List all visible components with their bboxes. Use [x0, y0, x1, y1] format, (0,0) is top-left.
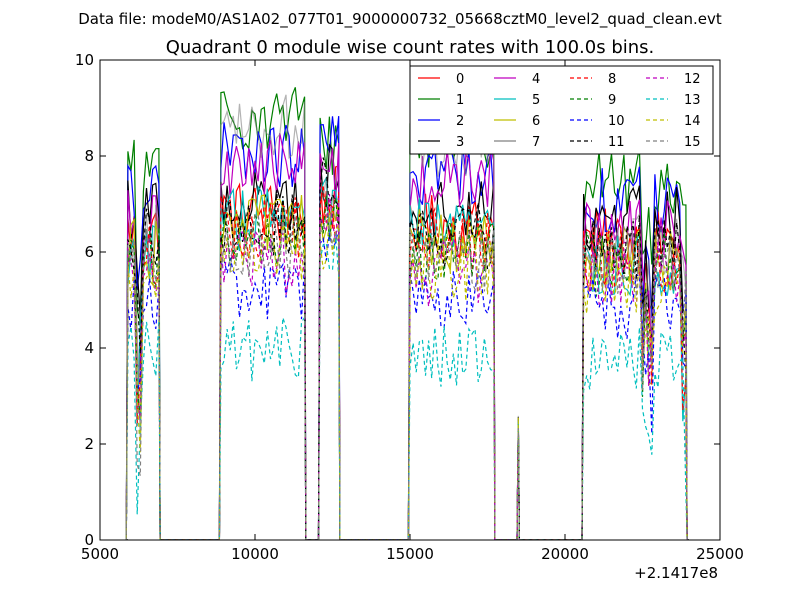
x-tick-label: 20000	[541, 545, 589, 563]
legend-box	[409, 65, 714, 155]
series-line-9	[125, 195, 689, 540]
legend-label-11: 11	[608, 135, 625, 150]
legend-label-13: 13	[684, 93, 701, 108]
x-tick-label: 15000	[386, 545, 434, 563]
x-tick-label: 10000	[231, 545, 279, 563]
y-tick-label: 6	[84, 243, 94, 261]
series-line-4	[125, 133, 689, 540]
legend-label-0: 0	[456, 72, 464, 87]
legend-label-2: 2	[456, 114, 464, 129]
legend-label-8: 8	[608, 72, 616, 87]
series-line-3	[125, 143, 689, 540]
legend-label-4: 4	[532, 72, 540, 87]
series-line-10	[125, 228, 689, 540]
series-line-5	[125, 175, 689, 540]
series-line-0	[125, 165, 689, 540]
legend-label-9: 9	[608, 93, 616, 108]
legend-label-12: 12	[684, 72, 701, 87]
legend-label-5: 5	[532, 93, 540, 108]
chart-suptitle: Data file: modeM0/AS1A02_077T01_90000007…	[78, 10, 722, 29]
legend-label-3: 3	[456, 135, 464, 150]
series-line-8	[125, 184, 689, 540]
legend-label-14: 14	[684, 114, 701, 129]
y-tick-label: 8	[84, 147, 94, 165]
series-line-12	[125, 194, 689, 540]
series-layer	[125, 87, 689, 540]
series-line-14	[125, 213, 689, 540]
y-tick-label: 10	[75, 51, 94, 69]
chart-title: Quadrant 0 module wise count rates with …	[166, 37, 655, 58]
y-tick-label: 2	[84, 435, 94, 453]
x-offset-label: +2.1417e8	[634, 564, 718, 582]
series-line-1	[125, 87, 689, 540]
legend-label-1: 1	[456, 93, 464, 108]
legend-label-15: 15	[684, 135, 701, 150]
legend-label-6: 6	[532, 114, 540, 129]
y-tick-label: 0	[84, 531, 94, 549]
legend-label-10: 10	[608, 114, 625, 129]
x-tick-label: 25000	[696, 545, 744, 563]
series-line-2	[125, 116, 689, 540]
series-line-13	[125, 233, 689, 540]
series-line-6	[125, 194, 689, 540]
legend-label-7: 7	[532, 135, 540, 150]
x-tick-label: 5000	[81, 545, 119, 563]
series-line-15	[125, 213, 689, 540]
y-tick-label: 4	[84, 339, 94, 357]
